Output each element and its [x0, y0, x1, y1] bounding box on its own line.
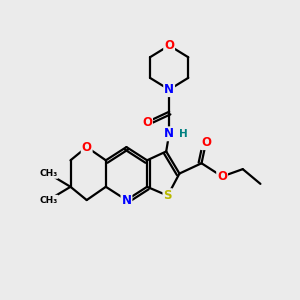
- Text: O: O: [201, 136, 211, 149]
- Text: S: S: [164, 189, 172, 202]
- Text: O: O: [82, 141, 92, 154]
- Text: O: O: [164, 39, 174, 52]
- Text: CH₃: CH₃: [39, 169, 58, 178]
- Text: H: H: [179, 129, 188, 139]
- Text: CH₃: CH₃: [39, 196, 58, 205]
- Text: O: O: [217, 170, 227, 183]
- Text: N: N: [164, 83, 174, 96]
- Text: O: O: [142, 116, 152, 128]
- Text: N: N: [164, 127, 174, 140]
- Text: N: N: [122, 194, 131, 207]
